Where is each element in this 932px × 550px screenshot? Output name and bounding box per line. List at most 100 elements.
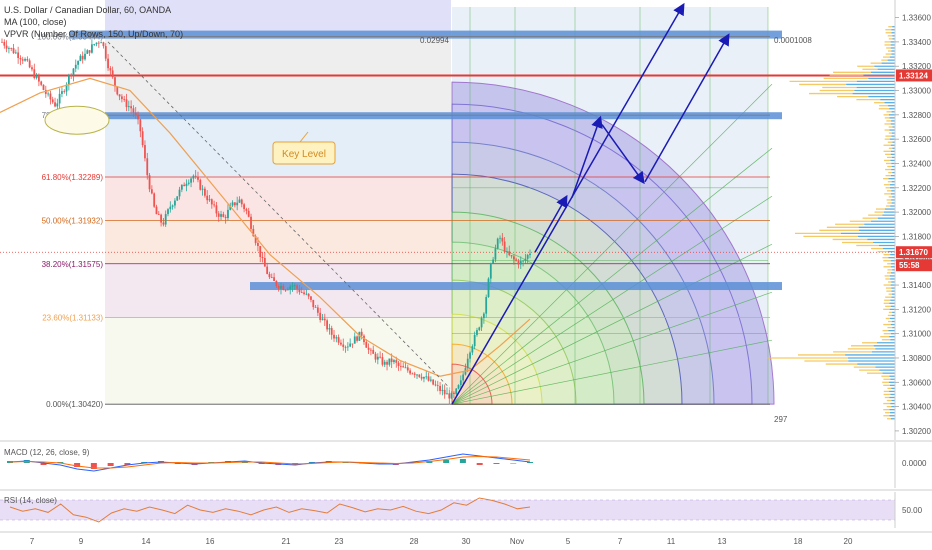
candle-body xyxy=(95,42,98,45)
arrow-3 xyxy=(601,124,645,185)
candle-body xyxy=(93,44,96,45)
candle-body xyxy=(344,346,347,348)
candle-body xyxy=(409,370,412,374)
candle-body xyxy=(296,285,299,289)
candle-body xyxy=(12,48,15,53)
range-top-left-label: 0.02994 xyxy=(420,36,449,45)
candle-body xyxy=(148,175,151,190)
macd-histogram-bar xyxy=(510,463,517,464)
vpvr-profile xyxy=(767,26,895,420)
ma-line xyxy=(0,41,531,389)
key-level-band-lower xyxy=(250,282,782,291)
candle-body xyxy=(155,206,158,215)
candle-body xyxy=(236,202,239,206)
rsi-line xyxy=(9,497,531,523)
candle-body xyxy=(84,53,86,60)
macd-signal-line xyxy=(9,455,531,469)
ma-legend: MA (100, close) xyxy=(4,17,67,27)
candle-body xyxy=(492,259,495,264)
key-level-callout-pointer xyxy=(299,131,309,143)
candle-body xyxy=(185,183,188,187)
candle-body xyxy=(305,293,308,295)
candle-body xyxy=(395,360,398,363)
candle-body xyxy=(386,361,388,365)
macd-histogram-bar xyxy=(459,459,466,463)
candle-body xyxy=(56,103,59,107)
candle-body xyxy=(503,241,506,252)
fib-label-0: 100.00%(1.33444) xyxy=(37,33,103,42)
time-tick-label: 18 xyxy=(794,537,803,546)
gann-fan-line-3 xyxy=(451,243,773,405)
candle-body xyxy=(321,318,324,320)
candle-body xyxy=(482,313,485,319)
key-level-band-upper xyxy=(105,112,782,120)
zone-618-50 xyxy=(105,176,451,221)
candle-body xyxy=(316,307,319,313)
candle-body xyxy=(17,52,20,59)
candle-body xyxy=(243,204,245,210)
price-axis[interactable]: 1.33600 1.33400 1.33200 1.33000 1.32800 1.326… xyxy=(894,0,932,440)
candle-body xyxy=(453,392,455,394)
price-tick-label: 1.31400 xyxy=(902,281,931,290)
candle-body xyxy=(127,106,130,108)
forecast-arrows xyxy=(451,2,730,405)
candle-body xyxy=(383,361,386,365)
candle-body xyxy=(372,349,375,354)
candle-body xyxy=(455,388,458,394)
candle-body xyxy=(111,70,114,78)
time-tick-label: 20 xyxy=(844,537,853,546)
macd-histogram-bar xyxy=(40,463,47,465)
macd-histogram-bar xyxy=(493,463,500,464)
candle-body xyxy=(229,205,232,210)
key-level-callout xyxy=(272,141,336,165)
time-axis[interactable]: 7 9 14 16 21 23 28 30 Nov 5 7 11 13 18 20 xyxy=(0,531,932,546)
time-tick-label: 5 xyxy=(566,537,571,546)
candle-body xyxy=(37,75,40,82)
candle-body xyxy=(227,209,229,219)
price-tick-label: 1.33600 xyxy=(902,14,931,23)
candle-body xyxy=(67,75,70,85)
candle-body xyxy=(224,216,227,219)
candle-body xyxy=(496,238,499,249)
candle-body xyxy=(510,255,513,257)
candle-body xyxy=(167,209,169,215)
fib-zones xyxy=(105,0,451,405)
candle-body xyxy=(429,379,432,381)
candle-body xyxy=(197,176,199,180)
gann-fan-line-1 xyxy=(451,339,773,405)
gann-fan-line-6 xyxy=(451,83,773,405)
candle-body xyxy=(374,353,377,360)
gann-fan-line-5 xyxy=(451,147,773,405)
candle-body xyxy=(263,257,266,267)
candle-body xyxy=(406,367,409,371)
candle-body xyxy=(499,237,501,239)
candle-body xyxy=(270,277,273,278)
price-tick-label: 1.32800 xyxy=(902,111,931,120)
macd-histogram-bar xyxy=(527,462,533,463)
macd-histogram-bar xyxy=(124,463,131,465)
time-tick-label: 28 xyxy=(410,537,419,546)
zone-382-236 xyxy=(105,263,451,318)
candle-body xyxy=(160,214,162,223)
candle-body xyxy=(77,61,79,65)
candle-body xyxy=(526,255,529,259)
price-tick-label: 1.30600 xyxy=(902,378,931,387)
candle-body xyxy=(208,199,211,201)
candle-body xyxy=(517,260,520,265)
price-badge-label: 1.31670 xyxy=(899,248,928,257)
candle-body xyxy=(446,393,448,395)
candle-body xyxy=(58,93,61,104)
price-badge xyxy=(896,69,932,82)
candle-body xyxy=(114,77,116,87)
candle-body xyxy=(132,108,135,113)
candle-body xyxy=(81,55,84,60)
candle-body xyxy=(125,99,128,108)
candle-body xyxy=(86,50,89,54)
candle-body xyxy=(203,188,206,196)
candle-body xyxy=(418,374,421,377)
candle-body xyxy=(404,367,407,369)
candle-body xyxy=(10,48,13,49)
candle-body xyxy=(31,67,33,70)
macd-pane: MACD (12, 26, close, 9) 0.0000 xyxy=(0,440,932,488)
